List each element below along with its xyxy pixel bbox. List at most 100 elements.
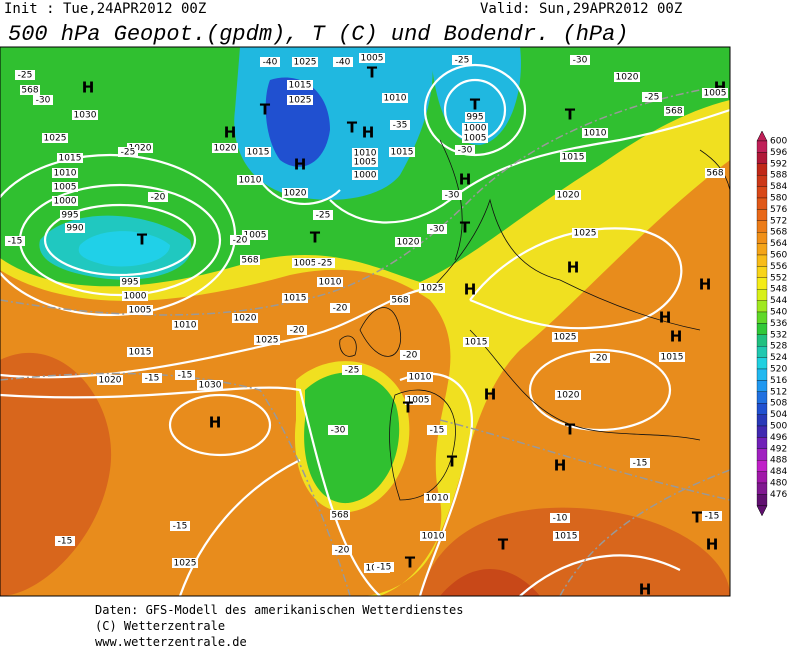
label-box [420,531,446,541]
contour-label: 1015 [289,81,312,91]
label-box [614,72,640,82]
contour-label: -30 [445,191,460,201]
label-box [705,168,725,178]
label-box [630,458,650,468]
contour-label: -25 [318,259,333,269]
contour-label: -15 [430,426,445,436]
contour-label: 1020 [129,144,152,154]
label-box [333,57,353,67]
colorbar-label: 580 [770,194,787,204]
pressure-center: T [405,554,416,572]
label-box [552,332,578,342]
label-box [424,493,450,503]
label-box [390,295,410,305]
pressure-center: T [137,231,148,249]
pressure-center: H [706,536,719,554]
label-box [390,120,410,130]
label-box [642,92,662,102]
colorbar-swatch [756,403,768,415]
colorbar-label: 504 [770,410,787,420]
contour-label: -25 [121,148,136,158]
colorbar-label: 552 [770,273,787,283]
colorbar-swatch [756,289,768,301]
footer-line: Daten: GFS-Modell des amerikanischen Wet… [95,603,463,617]
contour-label: 568 [706,169,723,179]
colorbar-swatch [756,175,768,187]
colorbar-swatch [756,152,768,164]
contour-label: 1005 [704,89,727,99]
label-box [332,545,352,555]
label-box [462,123,488,133]
pressure-center: T [310,229,321,247]
colorbar-swatch [756,380,768,392]
contour-label: 1015 [284,294,307,304]
colorbar-swatch [756,243,768,256]
pressure-center: H [554,457,567,475]
label-box [352,157,378,167]
colorbar-arrow [756,505,768,517]
contour-label: -40 [263,58,278,68]
map [0,47,730,596]
cold-core [430,47,521,145]
cold-core [265,77,330,167]
contour-label: 1015 [661,353,684,363]
contour-label: -25 [645,93,660,103]
colorbar-label: 476 [770,490,787,500]
contour-label: 1000 [464,124,487,134]
contour-label: 990 [66,224,83,234]
contour-label: -15 [705,512,720,522]
label-box [172,320,198,330]
colorbar-swatch [756,460,768,472]
label-box [20,85,40,95]
contour-label: -20 [333,304,348,314]
pressure-center: H [639,581,652,599]
contour-label: -20 [593,354,608,364]
label-box [359,53,385,63]
label-box [57,153,83,163]
colorbar-arrow [756,130,768,142]
contour-label: 1030 [74,111,97,121]
contour-label: 1010 [426,494,449,504]
contour-label: -35 [393,121,408,131]
contour-label: -25 [316,211,331,221]
label-box [72,110,98,120]
label-box [395,237,421,247]
colorbar-label: 592 [770,159,787,169]
contour-label: -15 [145,374,160,384]
footer-line: www.wetterzentrale.de [95,635,247,648]
label-box [260,57,280,67]
colorbar-swatch [756,209,768,221]
label-box [452,55,472,65]
label-box [197,380,223,390]
contour-label: 1010 [319,278,342,288]
contour-label: -15 [173,522,188,532]
contour-label: 568 [241,256,258,266]
contour-label: 1005 [354,158,377,168]
label-box [555,390,581,400]
colorbar-label: 548 [770,285,787,295]
label-box [442,190,462,200]
contour-label: 1020 [616,73,639,83]
pressure-center: T [565,106,576,124]
contour-label: 1010 [409,373,432,383]
label-box [170,521,190,531]
contour-label: 1030 [199,381,222,391]
colorbar-swatch [756,334,768,347]
colorbar-label: 576 [770,205,787,215]
label-box [405,395,431,405]
contour-label: 1015 [59,154,82,164]
colorbar-label: 584 [770,182,787,192]
label-box [97,375,123,385]
label-box [237,175,263,185]
colorbar-swatch [756,391,768,404]
contour-label: 568 [391,296,408,306]
contour-label: 1015 [247,148,270,158]
contour-label: 1020 [99,376,122,386]
contour-label: -25 [18,71,33,81]
contour-label: 1010 [354,149,377,159]
colorbar-label: 488 [770,456,787,466]
contour-label: -20 [233,236,248,246]
contour-label: -30 [36,96,51,106]
label-box [292,258,318,268]
